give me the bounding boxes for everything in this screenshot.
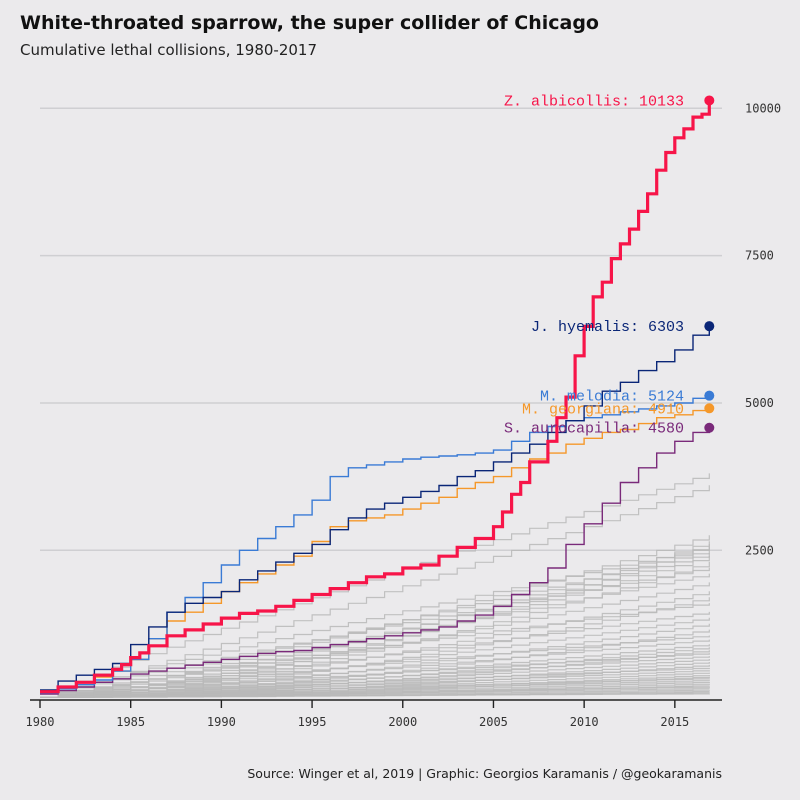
x-tick-label-1980: 1980 bbox=[26, 715, 55, 729]
highlighted-species-lines bbox=[40, 100, 711, 695]
end-point-m--melodia bbox=[704, 390, 715, 401]
x-tick-label-1990: 1990 bbox=[207, 715, 236, 729]
x-tick-label-2005: 2005 bbox=[479, 715, 508, 729]
end-point-j--hyemalis bbox=[704, 321, 715, 332]
end-point-m--georgiana bbox=[704, 403, 715, 414]
x-tick-label-2000: 2000 bbox=[388, 715, 417, 729]
series-line-j--hyemalis bbox=[40, 326, 710, 691]
series-label-s--aurocapilla: S. aurocapilla: 4580 bbox=[504, 421, 684, 438]
end-point-z--albicollis bbox=[704, 95, 715, 106]
chart-subtitle: Cumulative lethal collisions, 1980-2017 bbox=[20, 41, 317, 59]
background-species-lines bbox=[40, 473, 710, 698]
x-tick-label-1995: 1995 bbox=[298, 715, 327, 729]
series-label-j--hyemalis: J. hyemalis: 6303 bbox=[531, 319, 684, 336]
x-tick-label-2010: 2010 bbox=[570, 715, 599, 729]
gridlines bbox=[40, 107, 722, 552]
background-line-21 bbox=[40, 635, 710, 698]
series-label-m--melodia: M. melodia: 5124 bbox=[540, 389, 684, 406]
y-tick-label-10000: 10000 bbox=[745, 101, 781, 115]
background-line-31 bbox=[40, 667, 710, 698]
background-line-41 bbox=[40, 686, 710, 698]
y-axis: 2500 5000 7500 10000 bbox=[745, 101, 781, 557]
series-label-m--georgiana: M. georgiana: 4910 bbox=[522, 401, 684, 418]
background-line-11 bbox=[40, 567, 710, 698]
series-line-m--melodia bbox=[40, 395, 710, 694]
y-tick-label-5000: 5000 bbox=[745, 396, 774, 410]
x-axis: 1980 1985 1990 1995 2000 2005 2010 2015 bbox=[26, 699, 722, 729]
background-line-36 bbox=[40, 678, 710, 698]
series-labels: Z. albicollis: 10133 J. hyemalis: 6303 M. … bbox=[504, 93, 684, 437]
x-tick-label-2015: 2015 bbox=[660, 715, 689, 729]
y-tick-label-2500: 2500 bbox=[745, 543, 774, 557]
background-line-16 bbox=[40, 603, 710, 698]
chart-title: White-throated sparrow, the super collid… bbox=[20, 12, 599, 34]
background-line-6 bbox=[40, 547, 710, 698]
end-point-s--aurocapilla bbox=[704, 422, 715, 433]
end-points bbox=[704, 95, 715, 433]
y-tick-label-7500: 7500 bbox=[745, 249, 774, 263]
series-line-s--aurocapilla bbox=[40, 427, 710, 695]
background-line-26 bbox=[40, 653, 710, 698]
x-tick-label-1985: 1985 bbox=[116, 715, 145, 729]
background-line-46 bbox=[40, 693, 710, 698]
series-label-z--albicollis: Z. albicollis: 10133 bbox=[504, 93, 684, 110]
chart-caption: Source: Winger et al, 2019 | Graphic: Ge… bbox=[247, 766, 722, 781]
series-line-z--albicollis bbox=[40, 100, 711, 694]
